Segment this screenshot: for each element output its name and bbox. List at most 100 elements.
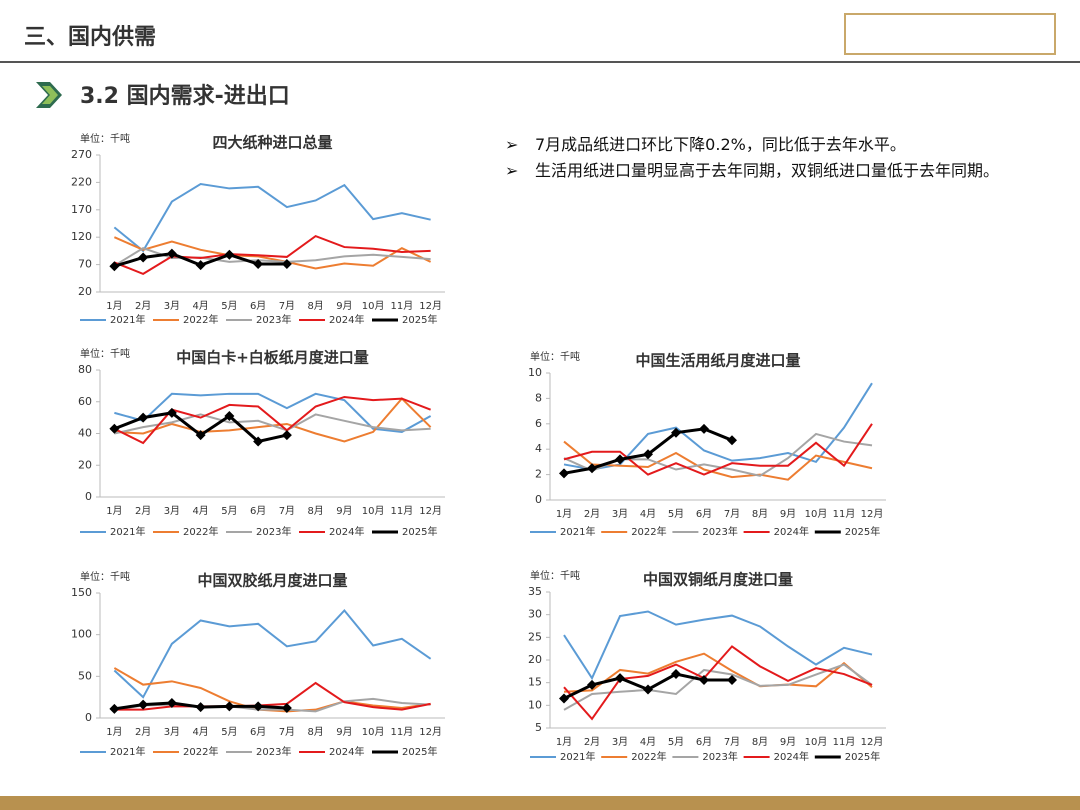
x-tick-label: 8月 [752,508,768,520]
x-tick-label: 8月 [307,726,323,738]
x-tick-label: 4月 [640,508,656,520]
series-line [563,382,873,471]
series-line [114,392,432,433]
series-marker [253,259,264,270]
series-marker [253,436,264,447]
series-line [114,413,431,435]
x-tick-label: 10月 [362,505,385,517]
series-marker [109,703,120,714]
legend-label: 2022年 [183,745,218,758]
x-tick-label: 9月 [780,736,796,748]
x-tick-label: 2月 [584,508,600,520]
y-tick-label: 120 [71,230,92,243]
y-tick-label: 0 [85,490,92,503]
y-tick-label: 20 [78,458,92,471]
series-line [563,663,873,711]
series-marker [559,468,569,479]
y-tick-label: 100 [71,628,92,641]
x-tick-label: 9月 [336,300,352,312]
section-arrow-inner [42,86,58,104]
legend-label: 2022年 [631,750,666,763]
x-tick-label: 7月 [279,505,295,517]
series-marker [587,679,597,690]
series-line [563,423,873,476]
series-marker [253,701,264,712]
y-tick-label: 150 [71,586,92,599]
y-tick-label: 10 [528,366,542,379]
y-tick-label: 4 [535,442,542,455]
y-tick-label: 2 [535,468,542,481]
legend-label: 2022年 [183,313,218,326]
chart-title: 四大纸种进口总量 [212,134,332,152]
series-marker [138,412,149,423]
series-line [113,236,432,270]
x-tick-label: 12月 [419,505,442,517]
legend-label: 2022年 [631,525,666,538]
series-marker [615,454,625,465]
x-tick-label: 1月 [556,508,572,520]
x-tick-label: 11月 [391,726,414,738]
x-tick-label: 1月 [106,300,122,312]
series-marker [195,260,206,271]
series-marker [109,261,120,272]
legend-label: 2024年 [329,745,364,758]
legend-label: 2021年 [560,750,595,763]
y-tick-label: 50 [78,669,92,682]
x-tick-label: 9月 [336,726,352,738]
series-marker [727,435,737,446]
series-line [114,234,431,276]
unit-label: 单位：千吨 [80,570,130,583]
x-tick-label: 2月 [135,505,151,517]
legend-label: 2023年 [702,525,737,538]
legend-label: 2025年 [845,750,880,763]
series-marker [671,669,681,680]
legend-label: 2021年 [560,525,595,538]
x-tick-label: 6月 [250,726,266,738]
y-tick-label: 8 [535,391,542,404]
x-tick-label: 2月 [135,726,151,738]
legend-label: 2021年 [110,745,145,758]
x-tick-label: 12月 [419,300,442,312]
y-tick-label: 60 [78,395,92,408]
series-marker [643,684,653,695]
x-tick-label: 1月 [556,736,572,748]
bullet: ➢ 7月成品纸进口环比下降0.2%，同比低于去年水平。 [505,135,906,154]
x-tick-label: 9月 [336,505,352,517]
x-tick-label: 7月 [724,508,740,520]
series-marker [138,252,149,263]
series-marker [643,449,653,460]
x-tick-label: 10月 [805,508,828,520]
series-marker [195,430,206,441]
legend-label: 2023年 [256,745,291,758]
series-line [563,440,873,481]
x-tick-label: 7月 [724,736,740,748]
bullet-text: 7月成品纸进口环比下降0.2%，同比低于去年水平。 [535,135,906,154]
x-tick-label: 3月 [612,736,628,748]
series-marker [224,411,235,422]
series-marker [109,423,120,434]
series-marker [587,463,597,474]
series-marker [699,423,709,434]
x-tick-label: 4月 [640,736,656,748]
x-tick-label: 6月 [696,736,712,748]
legend-label: 2021年 [110,313,145,326]
chart-title: 中国生活用纸月度进口量 [635,352,800,370]
x-tick-label: 3月 [612,508,628,520]
x-tick-label: 7月 [279,300,295,312]
y-tick-label: 5 [535,721,542,734]
x-tick-label: 10月 [362,300,385,312]
section-arrow [36,82,62,108]
y-tick-label: 20 [78,285,92,298]
x-tick-label: 6月 [250,300,266,312]
x-tick-label: 12月 [419,726,442,738]
series-marker [166,698,177,708]
x-tick-label: 2月 [584,736,600,748]
series-line [113,247,431,267]
legend-label: 2023年 [256,525,291,538]
x-tick-label: 4月 [192,726,208,738]
x-tick-label: 3月 [164,300,180,312]
x-tick-label: 12月 [861,736,884,748]
legend-label: 2022年 [183,525,218,538]
